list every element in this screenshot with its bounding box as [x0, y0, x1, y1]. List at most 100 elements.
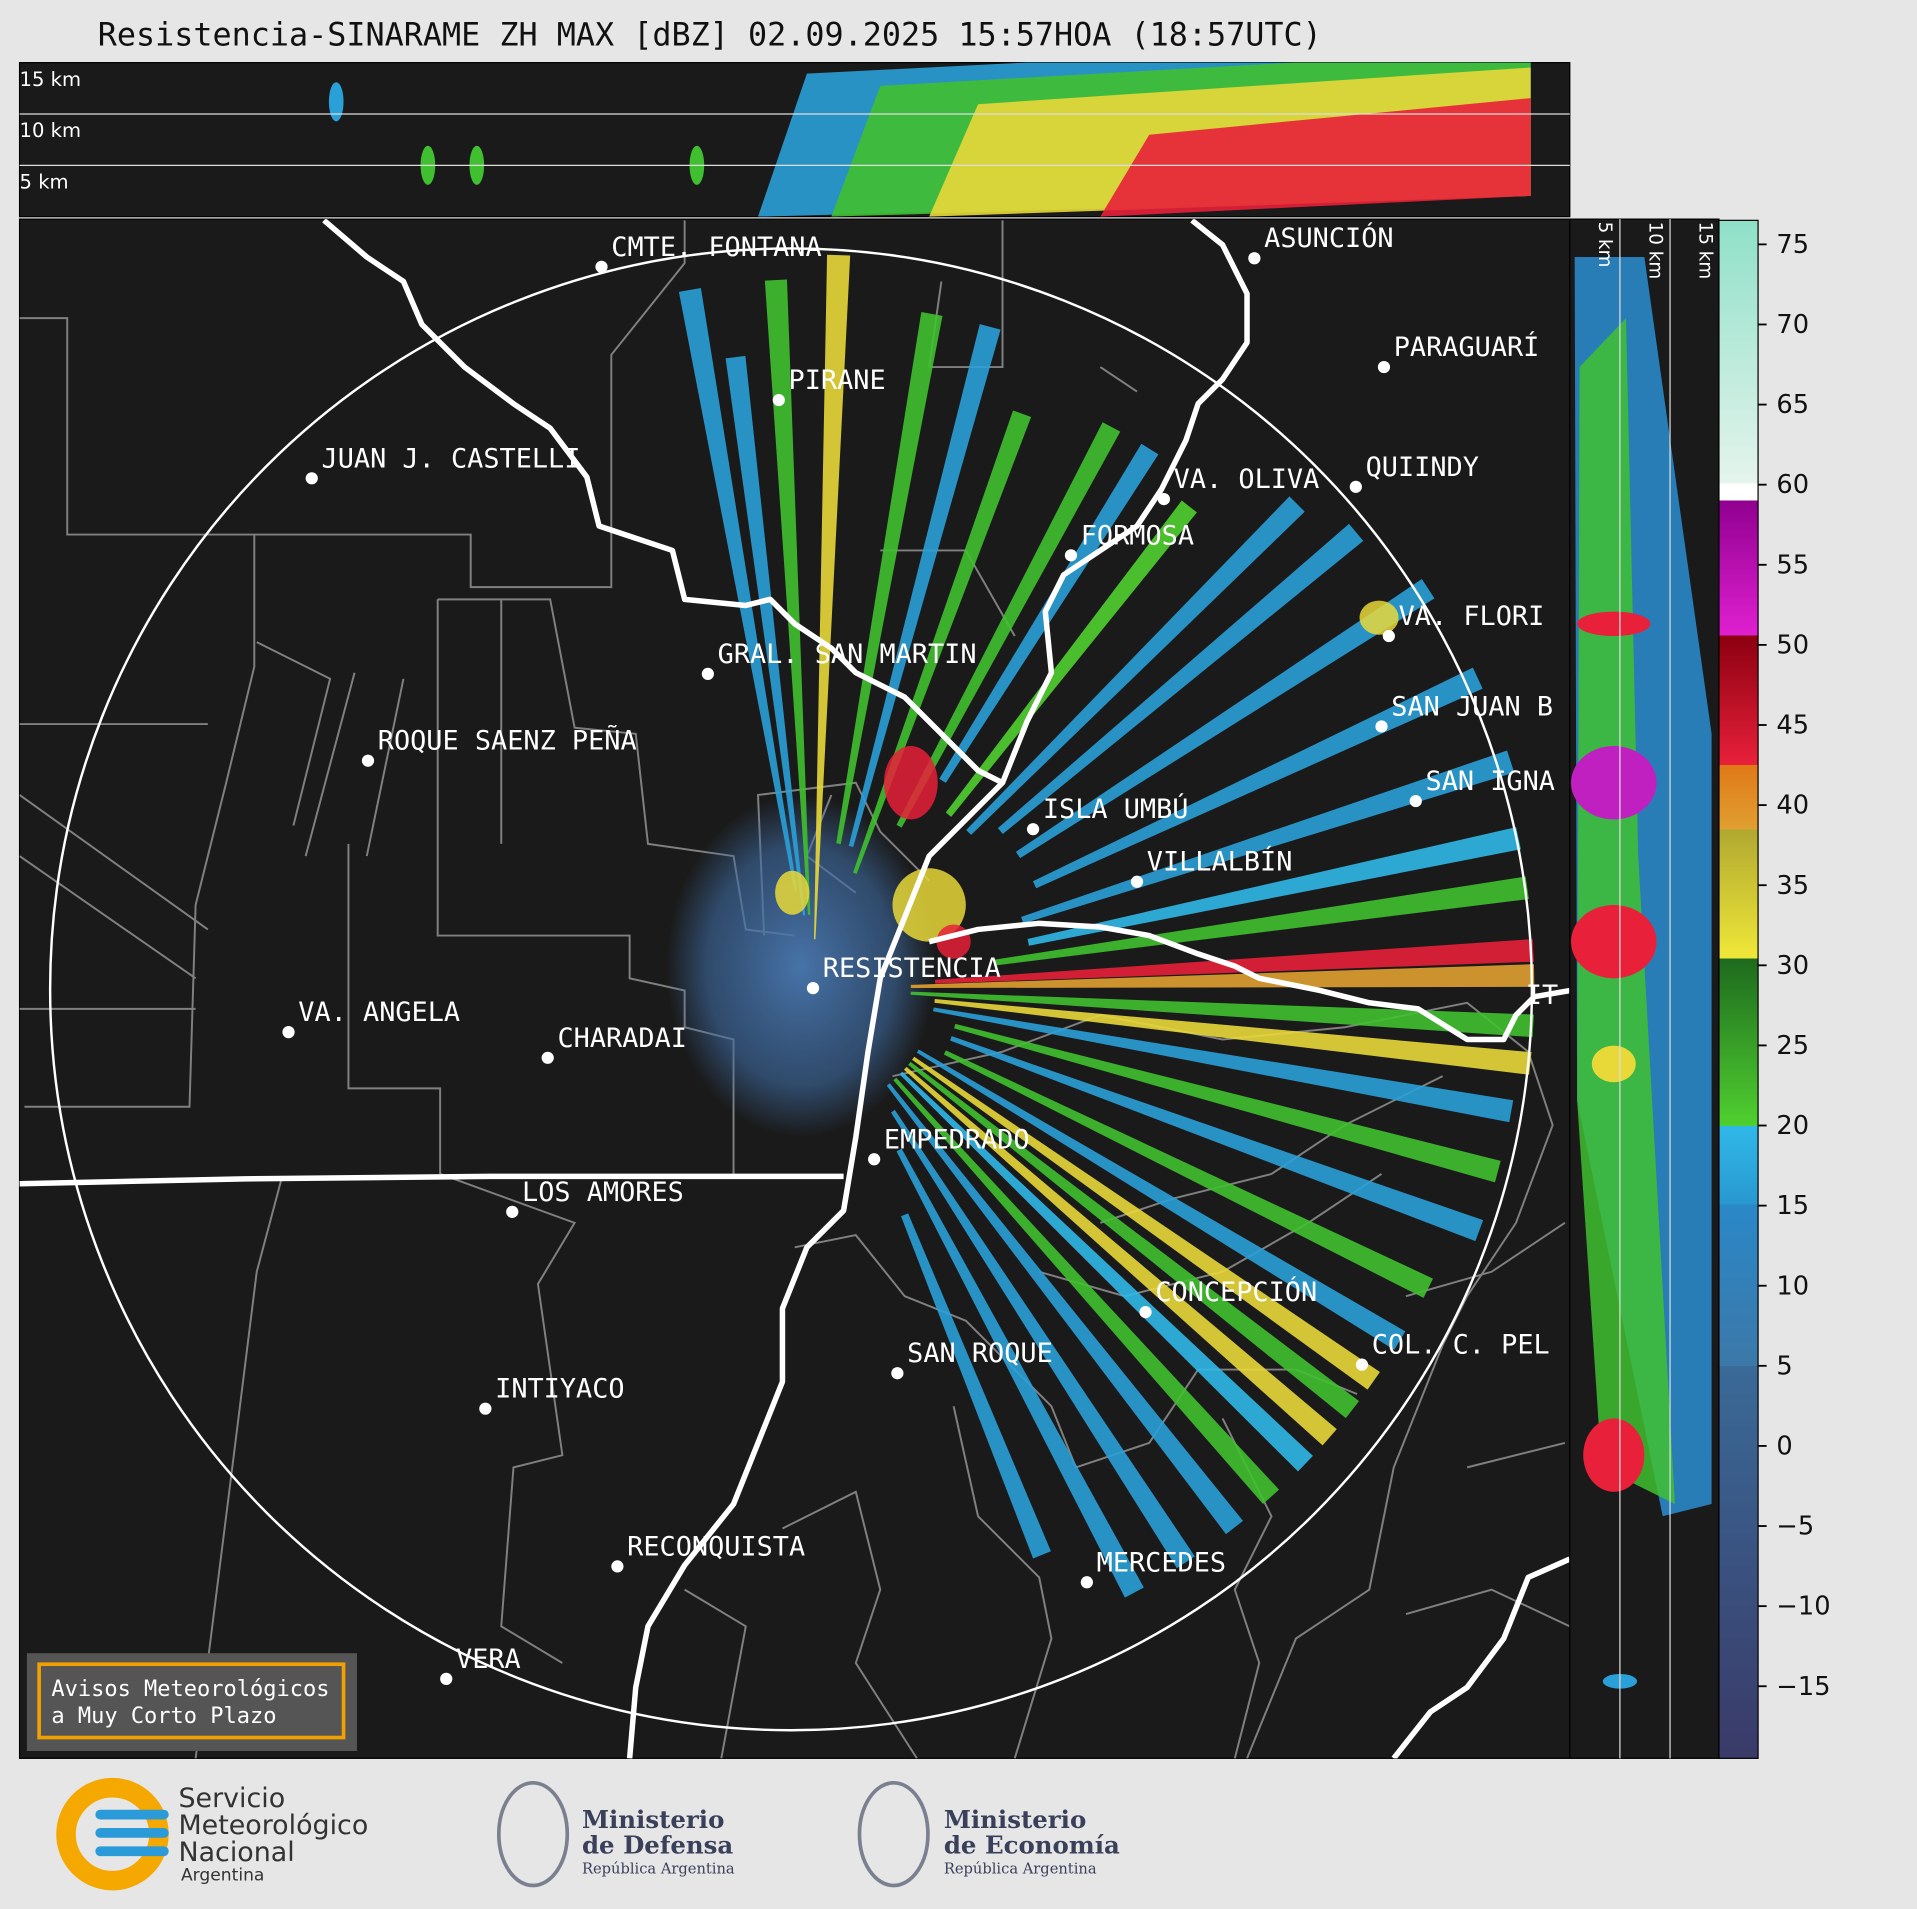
city-label: SAN IGNA [1426, 766, 1555, 797]
city-label: FORMOSA [1081, 520, 1194, 551]
echo-ray [933, 1007, 1514, 1123]
city-label: CMTE. FONTANA [611, 232, 821, 263]
city-label: INTIYACO [495, 1374, 624, 1405]
echo-ray [886, 1083, 1243, 1535]
colorbar [1718, 219, 1759, 1759]
city-label: SAN JUAN B [1391, 691, 1553, 722]
echo-ray [836, 312, 943, 845]
echo-ray [764, 279, 811, 915]
echo-cell [1583, 1418, 1645, 1492]
logo-economia: Ministerio de Economía República Argenti… [857, 1780, 1120, 1888]
city-label: COL. C. PEL [1372, 1330, 1550, 1361]
borders [19, 220, 1570, 1759]
city-label: RECONQUISTA [627, 1531, 805, 1562]
colorbar-tick-label: −5 [1776, 1512, 1814, 1542]
echo-ray [901, 1213, 1051, 1559]
city-dot [1080, 1576, 1093, 1589]
city-dot [1064, 549, 1078, 562]
logo-defensa: Ministerio de Defensa República Argentin… [496, 1780, 735, 1888]
echo-cell [775, 870, 810, 915]
city-label: VA. OLIVA [1174, 464, 1320, 495]
echo-ray [966, 496, 1305, 835]
echo-ray [893, 1077, 1280, 1505]
colorbar-tick-label: 60 [1776, 470, 1809, 500]
city-dot [701, 667, 714, 681]
echo-ray [725, 355, 806, 916]
colorbar-tick-label: −10 [1776, 1592, 1830, 1622]
logo-text: de Economía [944, 1831, 1120, 1860]
city-dot [1409, 794, 1422, 808]
echo-cell [1591, 1045, 1636, 1083]
echo-ray [994, 876, 1529, 966]
city-label: ISLA UMBÚ [1043, 793, 1189, 825]
echo-ray [950, 1036, 1484, 1242]
logo-wave [95, 1828, 169, 1838]
height-label: 10 km [1644, 222, 1665, 280]
map-content: CMTE. FONTANA PIRANE JUAN J. CASTELLI ASUNC… [19, 219, 1570, 1759]
city-dot [479, 1402, 492, 1415]
city-dot [868, 1153, 881, 1166]
colorbar-tick-label: −15 [1776, 1672, 1830, 1702]
echo-ray [1027, 827, 1521, 946]
logo-wave [95, 1846, 169, 1857]
city-label: PARAGUARÍ [1394, 331, 1540, 363]
city-dot [1139, 1305, 1152, 1319]
colorbar-tick-label: 70 [1776, 310, 1809, 340]
city-label: PIRANE [789, 365, 886, 396]
city-dot [361, 754, 375, 767]
range-ring [48, 247, 1534, 1732]
city-dot [1026, 823, 1040, 836]
city-dot [1377, 360, 1391, 374]
city-dot [595, 260, 608, 273]
logo-text: Nacional [178, 1837, 294, 1868]
echo-cell [1571, 746, 1657, 820]
echo-cell [1359, 600, 1399, 635]
city-label: VA. ANGELA [298, 997, 460, 1028]
side-echoes [1571, 257, 1712, 1689]
city-label: CHARADAI [557, 1023, 686, 1054]
echo-ray [1021, 750, 1515, 924]
echo-ray [910, 991, 1534, 1038]
echo-ray [903, 1066, 1337, 1446]
colorbar-tick-label: 50 [1776, 630, 1809, 660]
logo-text: República Argentina [944, 1860, 1097, 1877]
city-label: VILLALBÍN [1147, 846, 1293, 878]
city-dot [305, 472, 318, 485]
echo-ray [848, 324, 1001, 848]
top-echoes [328, 62, 1531, 217]
echo-ray [954, 1023, 1501, 1183]
city-label: SAN ROQUE [907, 1338, 1053, 1369]
logo-shield [857, 1780, 930, 1888]
echo-ray [899, 1071, 1313, 1472]
city-dot [541, 1051, 554, 1064]
city-label: VERA [456, 1644, 521, 1675]
logo-shield [496, 1780, 570, 1888]
city-dot [440, 1672, 453, 1685]
colorbar-tick-label: 5 [1776, 1351, 1792, 1381]
city-label: ASUNCIÓN [1264, 222, 1393, 254]
echo-ray [896, 422, 1121, 828]
city-label: VA. FLORI [1399, 601, 1545, 632]
colorbar-tick-label: 40 [1776, 791, 1809, 821]
echo-ray [939, 443, 1159, 783]
city-label: RESISTENCIA [823, 953, 1001, 984]
rivers [19, 219, 1570, 1759]
city-dot [1382, 629, 1395, 643]
radar-echoes [666, 254, 1535, 1598]
echo-ray [891, 1109, 1195, 1569]
echo-ray [912, 1056, 1380, 1390]
colorbar-tick-label: 0 [1776, 1431, 1792, 1461]
notice-border [37, 1662, 346, 1740]
colorbar-tick-label: 75 [1776, 230, 1809, 260]
echo-ray [910, 964, 1535, 988]
logo-text: República Argentina [582, 1860, 735, 1877]
notice-panel [26, 1653, 357, 1752]
echo-cell [892, 868, 966, 942]
height-label: 5 km [20, 171, 69, 194]
colorbar-tick-label: 20 [1776, 1111, 1809, 1141]
echo-cell [328, 82, 344, 122]
city-label: GRAL. SAN MARTIN [718, 639, 977, 670]
colorbar-tick-label: 30 [1776, 951, 1809, 981]
